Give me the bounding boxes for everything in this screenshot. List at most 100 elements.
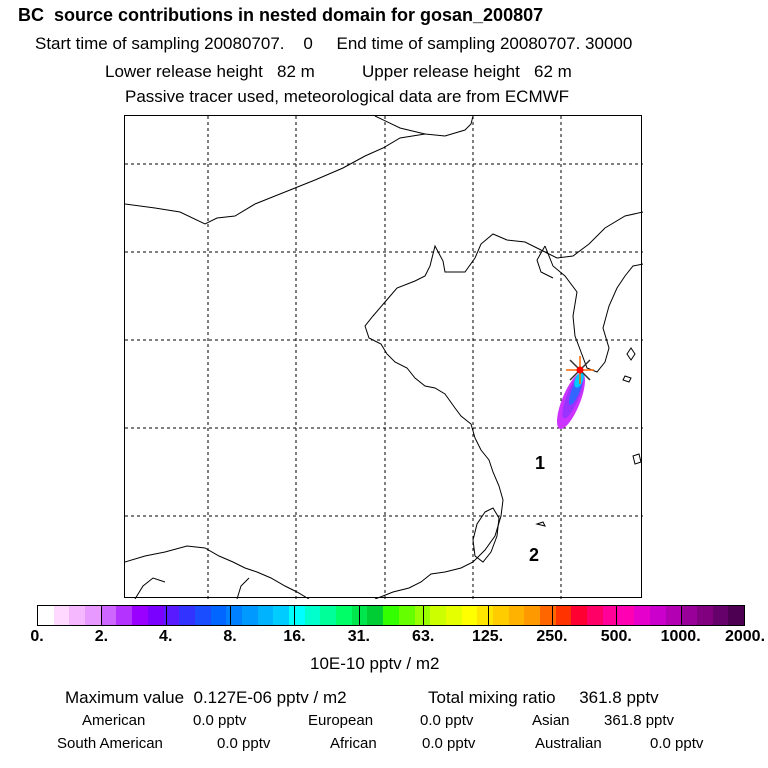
colorbar-tick-label: 1000. [660,628,701,645]
colorbar-swatch [336,606,352,625]
coastlines [125,116,643,599]
max-value-number: 0.127E-06 pptv / m2 [193,688,347,707]
colorbar-swatch [618,606,635,625]
colorbar-swatch [555,606,572,625]
max-value-label: Maximum value [65,688,185,707]
region-asian-value: 361.8 pptv [604,712,675,729]
colorbar-separator [101,605,102,626]
region-american-value: 0.0 pptv [193,712,247,729]
total-mixing-value: 361.8 pptv [579,688,659,707]
colorbar-tick-label: 31. [347,628,370,645]
tracer-plume [557,372,585,430]
region-south-american: South American [57,735,163,752]
colorbar-separator [359,605,360,626]
colorbar-tick-label: 0. [30,628,44,645]
upper-height-value: 62 m [534,62,572,81]
total-mixing: Total mixing ratio 361.8 pptv [428,688,659,708]
end-time-value: 20080707. 30000 [499,34,633,53]
colorbar-swatch [257,606,274,625]
colorbar-tick-label: 8. [223,628,237,645]
colorbar-swatch [116,606,133,625]
upper-height-label: Upper release height [362,62,520,81]
colorbar-ticks: 0. 2. 4. 8. 16. 31. 63. 125. 250. 500. 1000. 2000. [0,628,768,648]
region-european: European [308,712,373,729]
release-heights: Lower release height 82 m Upper release … [105,62,572,82]
colorbar-separator [294,605,295,626]
colorbar-swatch [147,606,164,625]
colorbar-tick-label: 500. [600,628,632,645]
receptor-star-icon [566,356,594,384]
colorbar-separator [230,605,231,626]
colorbar-swatch [398,606,415,625]
colorbar-swatch [634,606,650,625]
colorbar-tick-label: 2. [94,628,109,645]
colorbar-swatch [712,606,729,625]
start-time-value: 20080707. 0 [204,34,313,53]
colorbar-swatch [226,606,242,625]
colorbar-swatch [524,606,540,625]
colorbar-swatch [649,606,666,625]
colorbar-tick-label: 250. [536,628,568,645]
sampling-times: Start time of sampling 20080707. 0 End t… [35,34,632,54]
colorbar-tick-label: 16. [283,628,306,645]
colorbar-swatch [728,606,744,625]
colorbar-swatch [38,606,54,625]
colorbar-tick-label: 4. [159,628,173,645]
colorbar-swatch [289,606,305,625]
region-south-american-value: 0.0 pptv [217,735,271,752]
colorbar-swatch [571,606,588,625]
region-name: American [82,712,146,729]
region-european-value: 0.0 pptv [420,712,474,729]
colorbar-tick-label: 125. [471,628,504,645]
region-name: South American [57,735,163,752]
region-australian-value: 0.0 pptv [650,735,704,752]
tracer-note: Passive tracer used, meteorological data… [125,87,570,106]
figure-title: BC source contributions in nested domain… [18,5,544,25]
end-time-label: End time of sampling [336,34,496,53]
colorbar-swatch [320,606,337,625]
colorbar-separator [681,605,682,626]
colorbar-swatch [665,606,682,625]
map-panel: 1 2 [124,115,643,599]
colorbar-separator [423,605,424,626]
region-australian: Australian [535,735,602,752]
colorbar-swatch [179,606,195,625]
colorbar-swatch [445,606,462,625]
colorbar-swatch [430,606,446,625]
region-american: American [82,712,145,729]
start-time-label: Start time of sampling [35,34,200,53]
colorbar [37,605,745,626]
colorbar-swatch [241,606,258,625]
colorbar-swatch [681,606,697,625]
colorbar-swatch [194,606,211,625]
region-label-2: 2 [529,545,540,565]
region-name: Asian [532,712,570,729]
lat-lon-grid [125,116,643,599]
colorbar-swatch [210,606,227,625]
colorbar-swatch [85,606,101,625]
colorbar-separator [166,605,167,626]
region-african: African [330,735,377,752]
colorbar-separator [552,605,553,626]
lower-height-label: Lower release height [105,62,263,81]
map-canvas [125,116,643,599]
colorbar-swatch [53,606,70,625]
colorbar-swatch [587,606,603,625]
max-value: Maximum value 0.127E-06 pptv / m2 [65,688,347,708]
lower-height-value: 82 m [277,62,315,81]
colorbar-swatch [383,606,399,625]
colorbar-unit: 10E-10 pptv / m2 [310,654,440,673]
colorbar-swatch [540,606,556,625]
region-asian: Asian [532,712,570,729]
total-mixing-label: Total mixing ratio [428,688,556,707]
region-name: European [308,712,374,729]
colorbar-swatch [273,606,289,625]
colorbar-swatch [367,606,384,625]
colorbar-tick-label: 63. [412,628,435,645]
colorbar-swatch [508,606,525,625]
region-name: Australian [535,735,602,752]
region-african-value: 0.0 pptv [422,735,476,752]
colorbar-swatch [100,606,117,625]
colorbar-swatch [163,606,180,625]
colorbar-swatch [602,606,619,625]
